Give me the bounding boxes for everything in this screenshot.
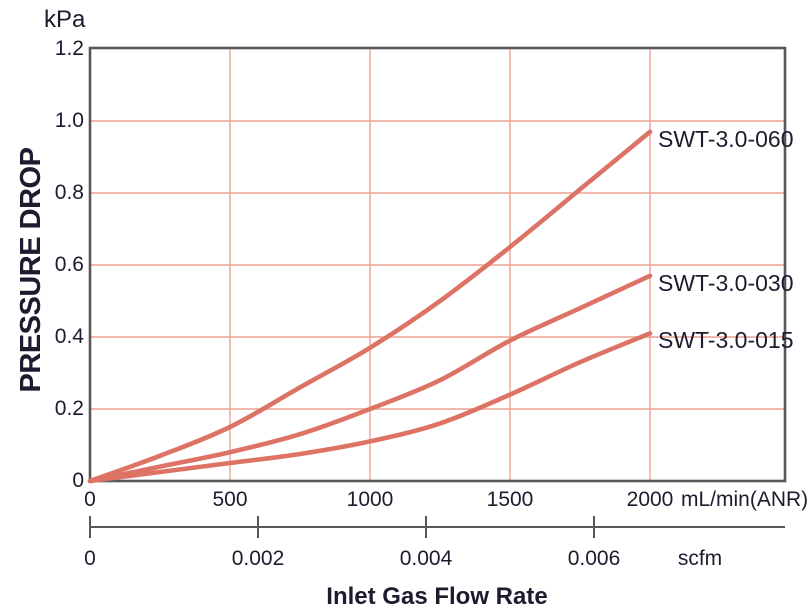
x-tick-label-500: 500	[212, 488, 248, 511]
y-axis-unit-label: kPa	[44, 6, 86, 33]
y-tick-label-0.2: 0.2	[54, 397, 84, 420]
plot-frame	[88, 46, 787, 483]
x-axis-title: Inlet Gas Flow Rate	[326, 583, 548, 610]
y-tick-label-0.8: 0.8	[54, 181, 84, 204]
series-label-swt-3.0-030: SWT-3.0-030	[658, 269, 794, 296]
scfm-tick-label-0.006: 0.006	[567, 547, 621, 570]
series-label-swt-3.0-015: SWT-3.0-015	[658, 327, 794, 354]
y-tick-label-0.6: 0.6	[54, 253, 84, 276]
x-tick-label-1000: 1000	[346, 488, 394, 511]
x-tick-label-1500: 1500	[486, 488, 534, 511]
curve-swt-3.0-015	[87, 331, 653, 484]
x-axis-secondary-unit-label: scfm	[677, 547, 723, 570]
x-tick-label-2000: 2000	[626, 488, 674, 511]
x-axis-primary-unit-label: mL/min(ANR)	[681, 488, 807, 511]
curve-swt-3.0-030	[87, 273, 653, 484]
series-label-swt-3.0-060: SWT-3.0-060	[658, 125, 794, 152]
y-tick-label-1.2: 1.2	[54, 37, 84, 60]
y-tick-label-1.0: 1.0	[54, 109, 84, 132]
scfm-tick-label-0.002: 0.002	[231, 547, 285, 570]
scfm-tick-label-0: 0	[84, 547, 96, 570]
y-tick-label-0.4: 0.4	[54, 325, 84, 348]
scfm-tick-label-0.004: 0.004	[399, 547, 453, 570]
x-tick-label-0: 0	[84, 488, 96, 511]
y-tick-label-0: 0	[72, 469, 84, 492]
curve-swt-3.0-060	[87, 129, 653, 484]
